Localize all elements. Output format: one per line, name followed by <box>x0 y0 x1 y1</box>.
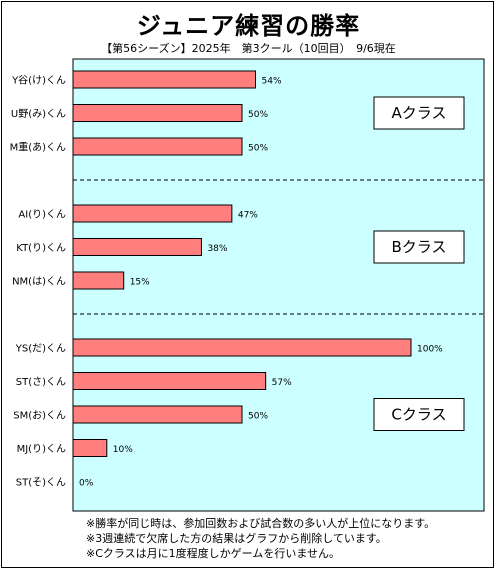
chart-title: ジュニア練習の勝率 <box>136 12 361 40</box>
bar <box>72 338 412 357</box>
class-label-box <box>373 230 465 264</box>
bar <box>72 372 267 390</box>
bar <box>72 439 108 457</box>
class-label-box <box>373 96 465 130</box>
category-label: M重(あ)くん <box>10 141 66 154</box>
class-label: Bクラス <box>392 238 447 256</box>
category-label: U野(み)くん <box>11 108 66 120</box>
note-line: ※3週連続で欠席した方の結果はグラフから削除しています。 <box>86 532 387 545</box>
value-label: 100% <box>417 345 443 355</box>
value-label: 54% <box>262 77 282 87</box>
value-label: 57% <box>272 378 292 388</box>
category-label: AI(り)くん <box>18 209 66 221</box>
value-label: 50% <box>248 412 268 422</box>
value-label: 15% <box>130 278 150 288</box>
note-line: ※勝率が同じ時は、参加回数および試合数の多い人が上位になります。 <box>86 517 436 530</box>
value-label: 50% <box>248 110 268 120</box>
bar <box>72 238 202 256</box>
class-label-box <box>373 398 465 431</box>
bar <box>72 271 125 290</box>
bar <box>72 137 243 156</box>
value-label: 50% <box>248 144 268 154</box>
category-label: ST(そ)くん <box>16 477 66 489</box>
value-label: 10% <box>113 445 133 455</box>
category-label: MJ(り)くん <box>17 443 66 455</box>
category-label: SM(お)くん <box>13 410 66 422</box>
bar <box>72 204 233 223</box>
value-label: 0% <box>79 479 94 489</box>
category-label: YS(だ)くん <box>15 343 66 355</box>
chart-subtitle: 【第56シーズン】2025年 第3クール（10回目） 9/6現在 <box>101 42 396 55</box>
category-label: NM(は)くん <box>12 276 66 288</box>
value-label: 38% <box>207 244 227 254</box>
plot-area <box>72 58 485 512</box>
value-label: 47% <box>238 211 258 221</box>
class-label: Cクラス <box>391 406 446 424</box>
bar <box>72 104 243 122</box>
category-label: ST(さ)くん <box>16 376 66 388</box>
notes: ※勝率が同じ時は、参加回数および試合数の多い人が上位になります。 ※3週連続で欠… <box>86 516 435 561</box>
bar <box>72 70 257 89</box>
note-line: ※Cクラスは月に1度程度しかゲームを行いません。 <box>86 547 341 560</box>
category-label: KT(り)くん <box>16 242 66 254</box>
class-label: Aクラス <box>392 104 447 122</box>
category-label: Y谷(け)くん <box>11 75 66 87</box>
bar <box>72 405 243 424</box>
